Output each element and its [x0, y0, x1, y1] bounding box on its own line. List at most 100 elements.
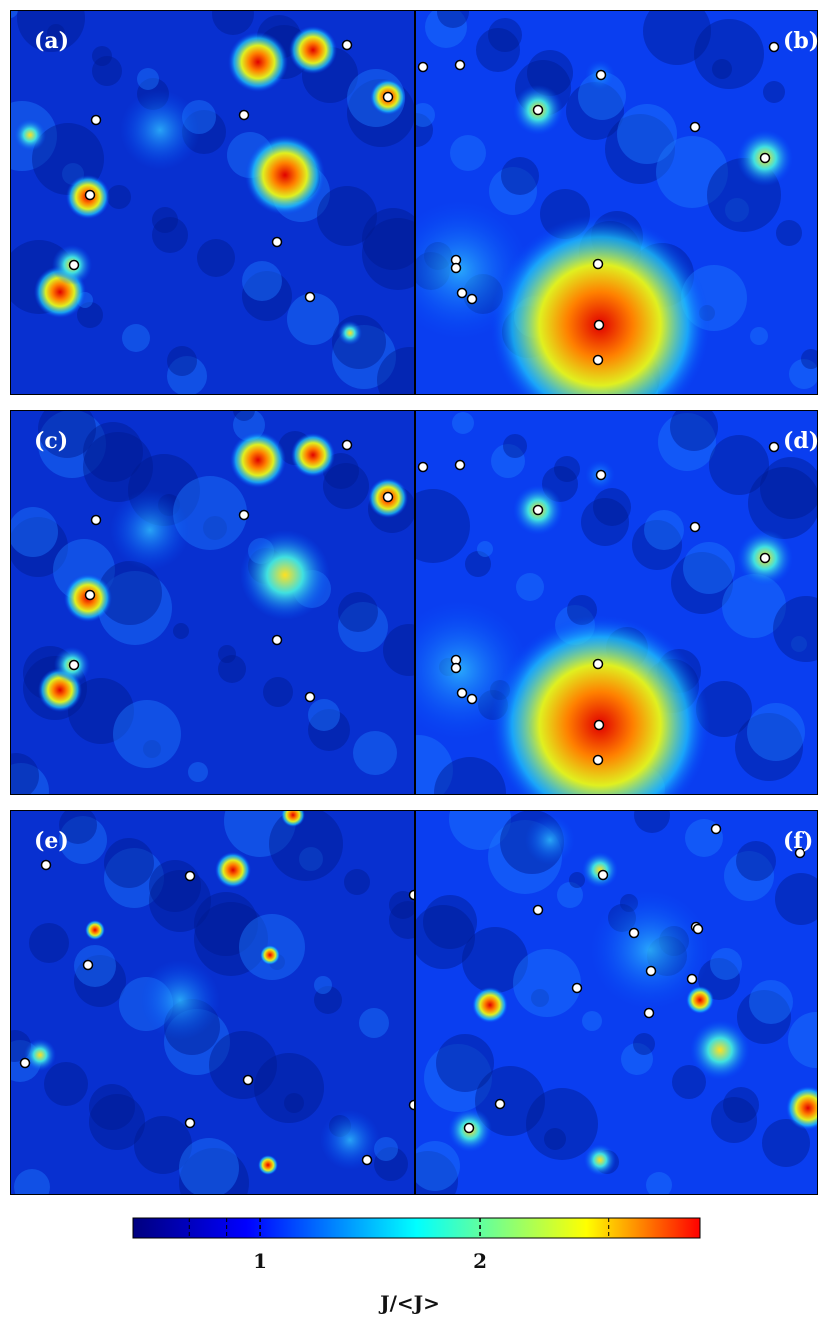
- source-marker: [532, 104, 544, 116]
- source-marker: [532, 504, 544, 516]
- map-texture: [762, 1119, 810, 1167]
- map-texture: [554, 456, 580, 482]
- map-texture: [92, 56, 122, 86]
- map-texture: [68, 678, 134, 744]
- map-texture: [38, 410, 96, 458]
- map-texture: [89, 1084, 135, 1130]
- source-marker: [304, 691, 316, 703]
- map-texture: [424, 1044, 492, 1112]
- emission-blob: [215, 852, 251, 888]
- map-texture: [152, 207, 178, 233]
- source-marker: [454, 459, 466, 471]
- map-texture: [377, 347, 415, 395]
- source-marker: [40, 859, 52, 871]
- map-texture: [712, 59, 732, 79]
- map-texture: [617, 104, 677, 164]
- map-texture: [531, 989, 549, 1007]
- panel-label: (c): [34, 428, 68, 454]
- map-texture: [643, 10, 711, 65]
- source-marker: [592, 754, 604, 766]
- map-texture: [449, 810, 511, 850]
- map-texture: [789, 359, 818, 389]
- colorbar-gradient: [132, 1217, 701, 1239]
- map-texture: [353, 731, 397, 775]
- map-texture: [314, 986, 342, 1014]
- map-texture: [670, 410, 718, 451]
- emission-blob: [24, 1039, 56, 1071]
- map-texture: [10, 763, 49, 795]
- emission-blob: [584, 1144, 616, 1176]
- colorbar-tick-label: 2: [473, 1249, 487, 1273]
- map-texture: [672, 1065, 706, 1099]
- map-texture: [723, 1087, 759, 1123]
- map-texture: [791, 636, 807, 652]
- map-texture: [437, 10, 469, 28]
- map-texture: [425, 10, 467, 48]
- map-texture: [137, 68, 159, 90]
- map-texture: [224, 810, 296, 857]
- map-texture: [74, 945, 116, 987]
- map-texture: [104, 838, 154, 888]
- emission-blob: [786, 1086, 818, 1130]
- map-texture: [242, 271, 292, 321]
- map-texture: [149, 860, 201, 912]
- source-marker: [361, 1154, 373, 1166]
- map-texture: [501, 157, 539, 195]
- map-texture: [173, 476, 247, 550]
- map-texture: [415, 735, 453, 795]
- map-texture: [287, 293, 339, 345]
- map-texture: [436, 1034, 494, 1092]
- emission-blob: [490, 615, 710, 795]
- map-texture: [415, 1151, 458, 1195]
- map-texture: [203, 516, 227, 540]
- emission-blob: [415, 600, 530, 740]
- source-marker: [19, 1057, 31, 1069]
- map-texture: [415, 489, 470, 563]
- map-texture: [44, 1062, 88, 1106]
- source-marker: [238, 109, 250, 121]
- source-marker: [689, 121, 701, 133]
- map-texture: [477, 541, 493, 557]
- map-texture: [773, 596, 818, 662]
- map-texture: [748, 467, 818, 539]
- map-texture: [527, 50, 573, 96]
- source-marker: [759, 552, 771, 564]
- source-marker: [532, 904, 544, 916]
- map-texture: [14, 1169, 50, 1195]
- source-marker: [184, 870, 196, 882]
- map-texture: [516, 573, 544, 601]
- map-texture: [569, 872, 585, 888]
- source-marker: [645, 965, 657, 977]
- emission-blob: [289, 26, 337, 74]
- emission-blob: [590, 890, 710, 1010]
- map-texture: [593, 488, 631, 526]
- map-texture: [722, 574, 786, 638]
- map-texture: [452, 412, 474, 434]
- emission-blob: [690, 1020, 750, 1080]
- map-texture: [338, 592, 378, 632]
- map-texture: [633, 1033, 655, 1055]
- map-texture: [634, 810, 670, 833]
- map-texture: [749, 980, 793, 1024]
- source-marker: [68, 259, 80, 271]
- map-panel: [10, 10, 415, 395]
- emission-blob: [582, 852, 618, 888]
- map-texture: [582, 1011, 602, 1031]
- map-texture: [59, 810, 97, 844]
- map-texture: [735, 713, 803, 781]
- map-texture: [29, 923, 69, 963]
- map-texture: [173, 623, 189, 639]
- emission-blob: [320, 1110, 380, 1170]
- map-texture: [332, 315, 386, 369]
- map-texture: [383, 624, 415, 676]
- map-texture: [10, 10, 18, 18]
- source-marker: [643, 1007, 655, 1019]
- map-texture: [233, 410, 255, 421]
- panel-label: (e): [34, 828, 69, 854]
- map-texture: [38, 410, 106, 478]
- map-texture: [801, 349, 818, 369]
- map-texture: [566, 82, 624, 140]
- map-texture: [605, 114, 675, 184]
- source-marker: [595, 469, 607, 481]
- map-texture: [462, 927, 528, 993]
